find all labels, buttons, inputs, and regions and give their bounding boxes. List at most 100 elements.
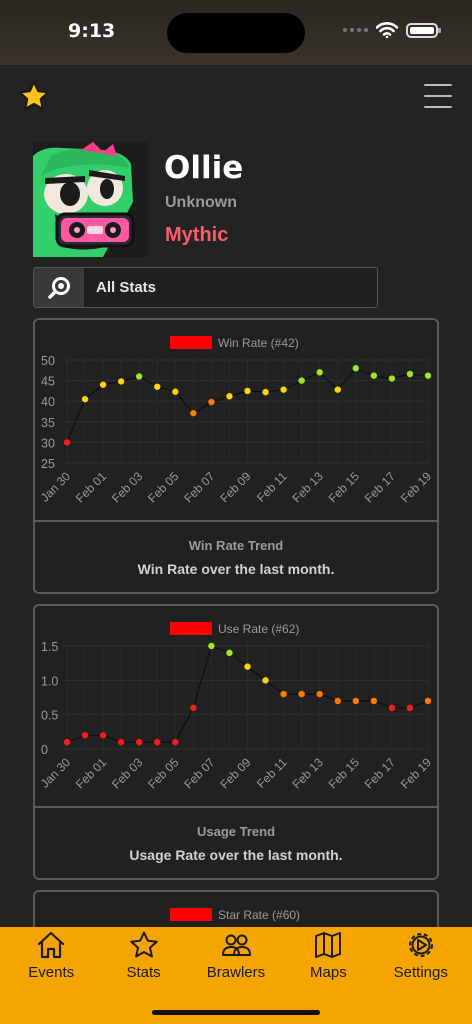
x-tick-label: Jan 30: [38, 755, 74, 791]
y-tick-label: 1.5: [41, 640, 58, 654]
data-point: [81, 395, 89, 403]
tab-events-label: Events: [28, 964, 75, 981]
data-point: [406, 370, 414, 378]
x-tick-label: Feb 13: [290, 469, 327, 506]
data-point: [352, 365, 359, 372]
data-point: [280, 386, 287, 393]
data-point: [334, 697, 341, 705]
data-point: [172, 388, 179, 395]
data-point: [298, 690, 305, 698]
tab-maps-label: Maps: [310, 964, 347, 981]
data-point: [244, 387, 251, 395]
x-tick-label: Feb 03: [109, 469, 146, 506]
data-point: [280, 690, 287, 698]
brawler-avatar-image: [33, 142, 148, 257]
tab-bar: Events Stats Brawlers: [0, 927, 472, 1024]
data-point: [388, 375, 396, 382]
tab-stats[interactable]: Stats: [99, 927, 189, 987]
brawler-rarity: Mythic: [165, 224, 229, 246]
tab-brawlers[interactable]: Brawlers: [191, 927, 281, 987]
data-point: [334, 386, 341, 393]
wifi-icon: [376, 22, 398, 38]
tab-events[interactable]: Events: [6, 927, 96, 987]
status-time: 9:13: [68, 20, 116, 42]
use-rate-caption: Usage Trend Usage Rate over the last mon…: [35, 808, 437, 878]
x-tick-label: Feb 09: [217, 469, 254, 506]
menu-line: [424, 84, 452, 86]
tab-maps[interactable]: Maps: [283, 927, 373, 987]
y-tick-label: 0.5: [41, 709, 58, 723]
tab-stats-label: Stats: [126, 964, 161, 981]
x-tick-label: Feb 05: [145, 469, 182, 506]
brawler-name: Ollie: [164, 150, 244, 186]
data-point: [298, 377, 305, 384]
y-tick-label: 1.0: [41, 674, 58, 688]
dynamic-island: [167, 13, 305, 53]
data-point: [226, 649, 233, 657]
tab-settings[interactable]: Settings: [376, 927, 466, 987]
x-tick-label: Feb 01: [73, 469, 110, 506]
stat-filter-dropdown[interactable]: All Stats: [33, 267, 378, 308]
x-tick-label: Feb 09: [217, 755, 254, 792]
gear-icon: [408, 933, 433, 957]
x-tick-label: Feb 05: [145, 755, 182, 792]
chart-legend: Star Rate (#60): [170, 908, 300, 922]
data-point: [406, 704, 414, 711]
win-rate-title: Win Rate Trend: [188, 538, 284, 553]
chart-legend: Use Rate (#62): [170, 622, 299, 636]
x-tick-label: Feb 03: [109, 755, 146, 792]
data-point: [424, 372, 432, 379]
stat-filter-icon-cell: [34, 268, 84, 307]
x-tick-label: Feb 11: [254, 755, 290, 791]
favorite-star-button[interactable]: [17, 80, 51, 112]
x-tick-label: Feb 01: [73, 755, 110, 792]
house-icon: [38, 931, 65, 959]
x-tick-label: Feb 07: [181, 755, 218, 792]
home-indicator: [152, 1010, 320, 1015]
data-point: [262, 388, 269, 396]
data-point: [190, 704, 197, 711]
use-rate-subtitle: Usage Rate over the last month.: [129, 847, 343, 863]
data-point: [172, 738, 179, 746]
use-rate-card: Use Rate (#62) 0 0.5 1.0 1.5 Jan 30 Feb 01 Feb …: [33, 604, 439, 880]
legend-swatch: [170, 622, 212, 635]
data-point: [244, 663, 251, 670]
legend-label: Star Rate (#60): [218, 908, 300, 922]
x-tick-label: Feb 15: [326, 755, 363, 792]
data-point: [136, 373, 143, 380]
data-point: [226, 393, 233, 400]
brawler-portrait: [33, 142, 148, 257]
x-tick-label: Feb 13: [290, 755, 327, 792]
y-tick-label: 45: [41, 375, 55, 389]
x-tick-label: Feb 19: [398, 469, 435, 506]
star-icon: [129, 931, 158, 958]
x-tick-label: Feb 07: [181, 469, 218, 506]
data-point: [154, 383, 161, 390]
data-point: [316, 369, 323, 376]
stat-filter-label: All Stats: [96, 279, 157, 296]
data-point: [190, 409, 197, 417]
legend-swatch: [170, 908, 212, 921]
data-point: [63, 738, 71, 746]
data-point: [117, 738, 125, 746]
data-point: [136, 738, 143, 746]
data-point: [81, 732, 89, 739]
y-tick-label: 30: [41, 436, 55, 450]
menu-button[interactable]: [424, 84, 452, 108]
map-icon: [315, 932, 342, 958]
search-icon: [48, 276, 70, 299]
tab-settings-label: Settings: [393, 964, 448, 981]
data-point: [424, 697, 432, 705]
data-point: [388, 704, 396, 711]
star-icon: [18, 80, 50, 111]
data-point: [208, 642, 215, 650]
status-bar: 9:13: [0, 0, 472, 65]
use-rate-plot: Use Rate (#62) 0 0.5 1.0 1.5 Jan 30 Feb 01 Feb …: [35, 606, 437, 808]
data-point: [370, 372, 378, 379]
x-tick-label: Feb 17: [362, 469, 399, 506]
y-tick-label: 0: [41, 743, 48, 757]
data-point: [370, 697, 378, 705]
